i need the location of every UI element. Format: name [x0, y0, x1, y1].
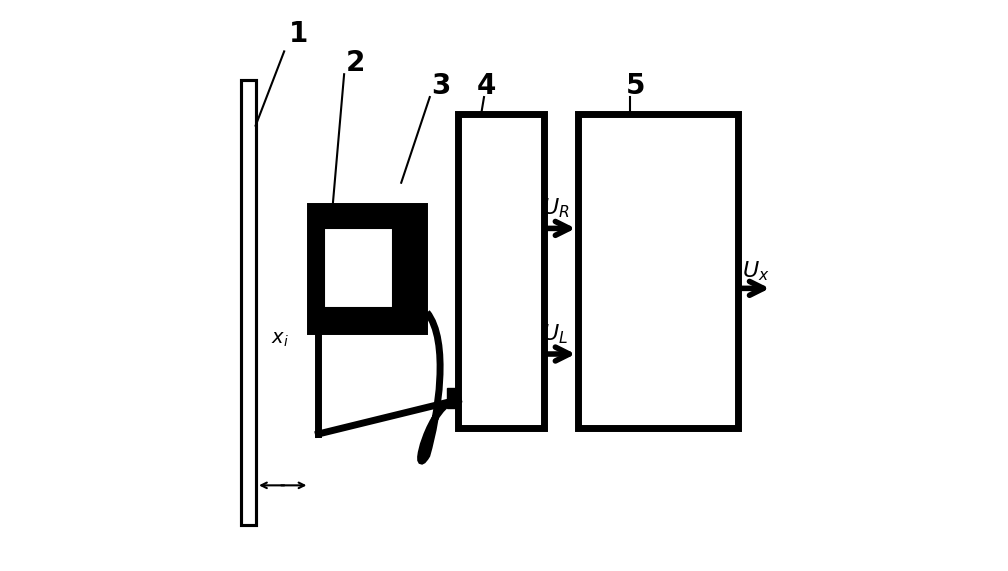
Polygon shape: [325, 228, 393, 308]
Bar: [447, 388, 462, 408]
Text: $U_x$: $U_x$: [742, 259, 769, 283]
Polygon shape: [309, 206, 424, 331]
Text: $U_L$: $U_L$: [541, 322, 568, 346]
Text: $U_R$: $U_R$: [541, 196, 570, 220]
Text: 1: 1: [289, 20, 308, 49]
Text: 5: 5: [626, 71, 645, 100]
Text: $x_i$: $x_i$: [271, 330, 289, 349]
Text: 3: 3: [431, 71, 451, 100]
Polygon shape: [579, 114, 738, 428]
Text: 4: 4: [477, 71, 497, 100]
Text: 2: 2: [346, 49, 365, 77]
Polygon shape: [459, 114, 544, 428]
